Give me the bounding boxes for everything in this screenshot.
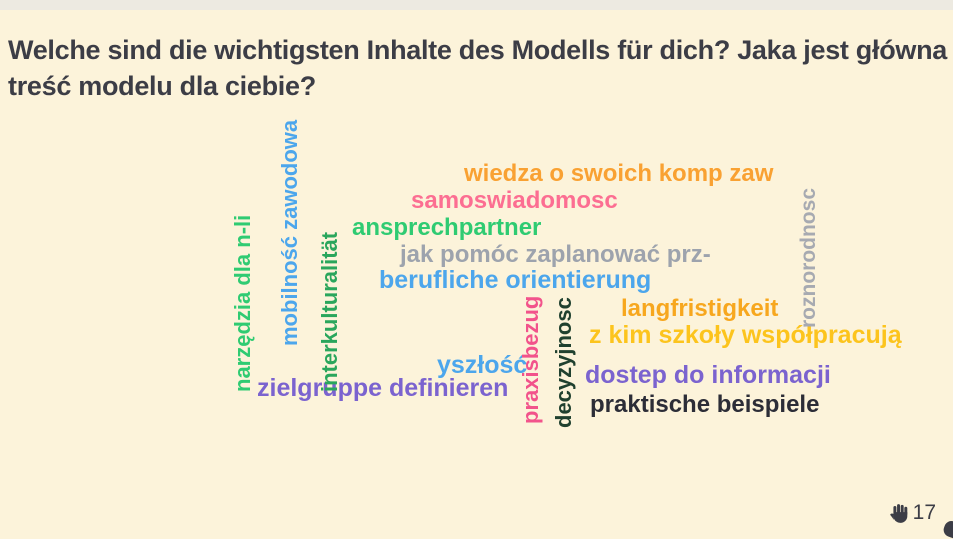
wordcloud-word: ansprechpartner bbox=[352, 214, 542, 241]
wordcloud-word: langfristigkeit bbox=[621, 295, 779, 322]
wordcloud-word: roznorodnosc bbox=[797, 188, 820, 328]
wordcloud-word: praxisbezug bbox=[518, 295, 543, 424]
slide-question-title: Welche sind die wichtigsten Inhalte des … bbox=[8, 35, 948, 102]
wordcloud-word: mobilność zawodowa bbox=[277, 119, 302, 346]
wordcloud-word: wiedza o swoich komp zaw bbox=[464, 160, 774, 187]
raised-hand-icon[interactable] bbox=[889, 502, 912, 525]
wordcloud-word: dostep do informacji bbox=[585, 361, 831, 389]
wordcloud-word: z kim szkoły współpracują bbox=[589, 321, 902, 349]
wordcloud-word: decyzyjnosc bbox=[551, 297, 576, 428]
reactions-counter: 17 bbox=[889, 501, 936, 525]
wordcloud-word: berufliche orientierung bbox=[379, 266, 652, 294]
wordcloud-word: yszłość bbox=[437, 351, 528, 379]
wordcloud-word: interkulturalität bbox=[317, 231, 342, 392]
wordcloud-word: praktische beispiele bbox=[590, 391, 820, 418]
reaction-count: 17 bbox=[912, 501, 936, 524]
wordcloud-word: jak pomóc zaplanować prz- bbox=[400, 241, 711, 268]
wordcloud-word: zielgruppe definieren bbox=[257, 374, 509, 402]
wordcloud-word: samoswiadomosc bbox=[411, 187, 618, 214]
wordcloud-word: narzędzia dla n-li bbox=[230, 214, 255, 392]
top-strip bbox=[0, 0, 953, 10]
